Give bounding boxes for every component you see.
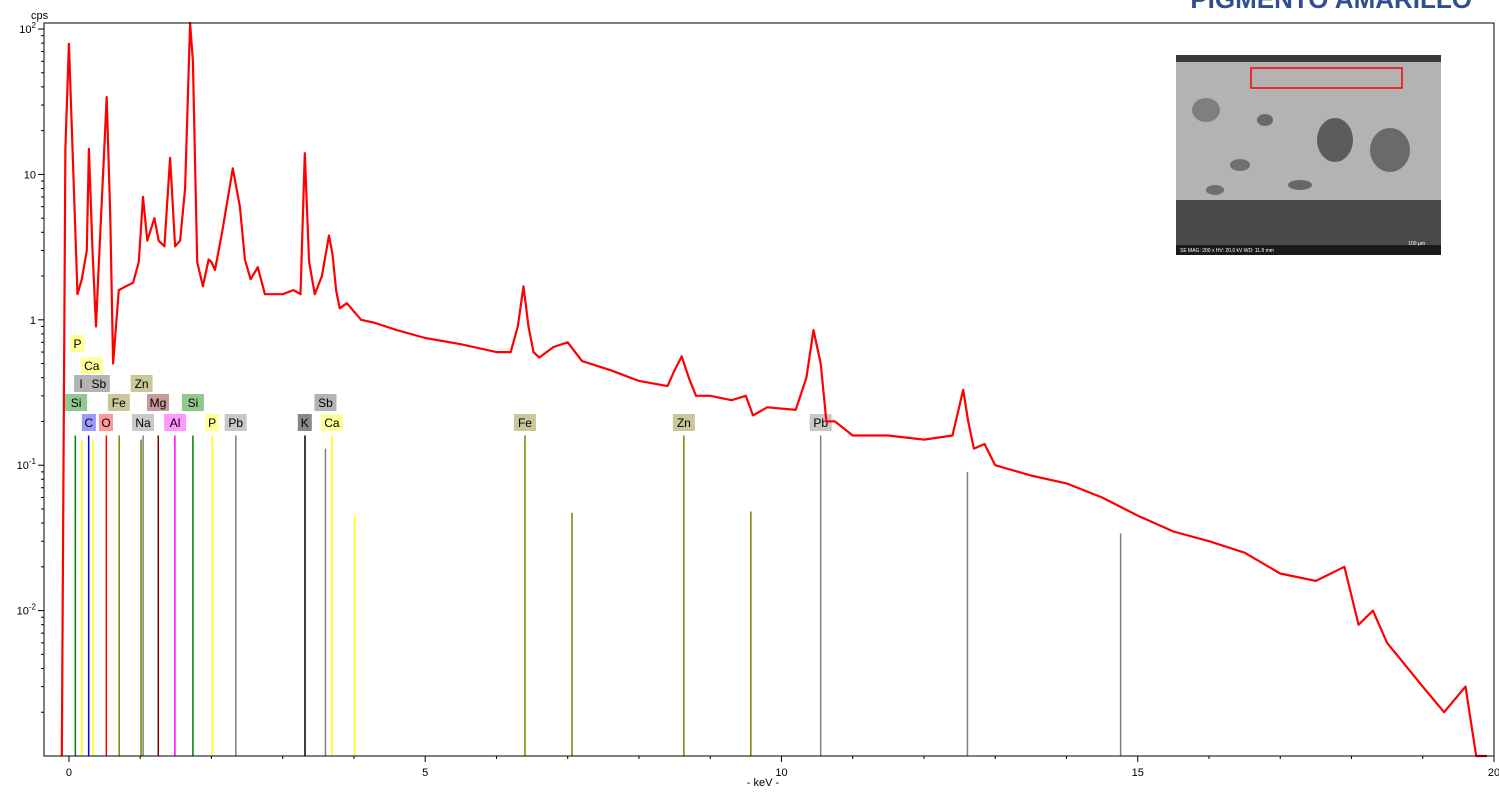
sem-grain <box>1230 159 1250 171</box>
sem-analysis-region <box>1250 67 1403 89</box>
element-label-box <box>107 394 130 411</box>
element-label-box <box>672 414 695 431</box>
element-label-box <box>513 414 536 431</box>
element-label: Pb <box>228 416 243 430</box>
element-label-box <box>132 414 155 431</box>
sem-info-bar <box>1176 245 1441 255</box>
element-label: K <box>301 416 309 430</box>
y-axis-label: cps <box>31 10 49 22</box>
element-label-box <box>80 357 103 374</box>
spectrum-line-edge <box>64 43 71 149</box>
element-label-box <box>205 414 220 431</box>
element-label: Sb <box>318 396 333 410</box>
sem-scale-text: 100 µm <box>1408 241 1425 247</box>
y-tick-label: 10-2 <box>17 603 37 618</box>
element-label-box <box>181 394 204 411</box>
sem-grain <box>1206 185 1224 195</box>
element-label-box <box>87 375 110 392</box>
x-tick-label: 20 <box>1488 767 1499 779</box>
y-tick-label: 1 <box>30 315 36 327</box>
element-label: Fe <box>518 416 532 430</box>
sem-substrate-layer <box>1176 200 1441 245</box>
element-label: Pb <box>813 416 828 430</box>
spectrum-series <box>60 21 1487 758</box>
element-label: Na <box>135 416 151 430</box>
element-label: Ca <box>324 416 340 430</box>
element-label: C <box>85 416 94 430</box>
element-label: O <box>101 416 110 430</box>
x-axis-label: - keV - <box>747 777 780 789</box>
x-tick-label: 10 <box>775 767 787 779</box>
element-label: P <box>73 337 81 351</box>
element-label-box <box>130 375 153 392</box>
element-label-box <box>164 414 187 431</box>
element-label: Zn <box>677 416 691 430</box>
element-label-box <box>224 414 247 431</box>
sem-info-text: SE MAG: 200 x HV: 20.0 kV WD: 11.9 mm <box>1180 248 1274 254</box>
y-tick-label: 10 <box>24 169 36 181</box>
x-tick-label: 15 <box>1132 767 1144 779</box>
element-label: Si <box>71 396 82 410</box>
sem-grain <box>1370 128 1410 172</box>
axes: 0 5 10 15 20 10-2 10-1 1 10 102 <box>17 21 1499 779</box>
element-label: Fe <box>112 396 126 410</box>
sem-micrograph-thumbnail: SE MAG: 200 x HV: 20.0 kV WD: 11.9 mm 10… <box>1176 55 1441 255</box>
element-label-box <box>314 394 337 411</box>
element-label: Ca <box>84 359 100 373</box>
element-line-markers <box>74 435 1122 756</box>
x-tick-label: 5 <box>422 767 428 779</box>
element-label: Si <box>188 396 199 410</box>
element-label: P <box>208 416 216 430</box>
element-label-box <box>81 414 96 431</box>
element-label: Sb <box>92 377 107 391</box>
element-label-box <box>98 414 113 431</box>
element-label: Al <box>170 416 181 430</box>
element-label-box <box>147 394 170 411</box>
y-tick-label: 102 <box>19 21 36 36</box>
spectrum-line <box>67 21 1487 758</box>
x-tick-label: 0 <box>66 767 72 779</box>
element-label: Zn <box>135 377 149 391</box>
element-label-box <box>74 375 89 392</box>
sem-grain <box>1257 114 1273 126</box>
element-label: I <box>79 377 82 391</box>
element-label-box <box>65 394 88 411</box>
element-label-box <box>297 414 312 431</box>
element-label: Mg <box>150 396 167 410</box>
element-label-box <box>320 414 343 431</box>
element-label-box <box>70 335 85 352</box>
y-tick-label: 10-1 <box>17 457 37 472</box>
sem-grain <box>1317 118 1353 162</box>
chart-title: PIGMENTO AMARILLO <box>1190 0 1472 14</box>
sem-grain <box>1192 98 1220 122</box>
sem-grain <box>1288 180 1312 190</box>
spectrum-line-edge <box>60 148 67 757</box>
plot-frame <box>43 22 1495 757</box>
